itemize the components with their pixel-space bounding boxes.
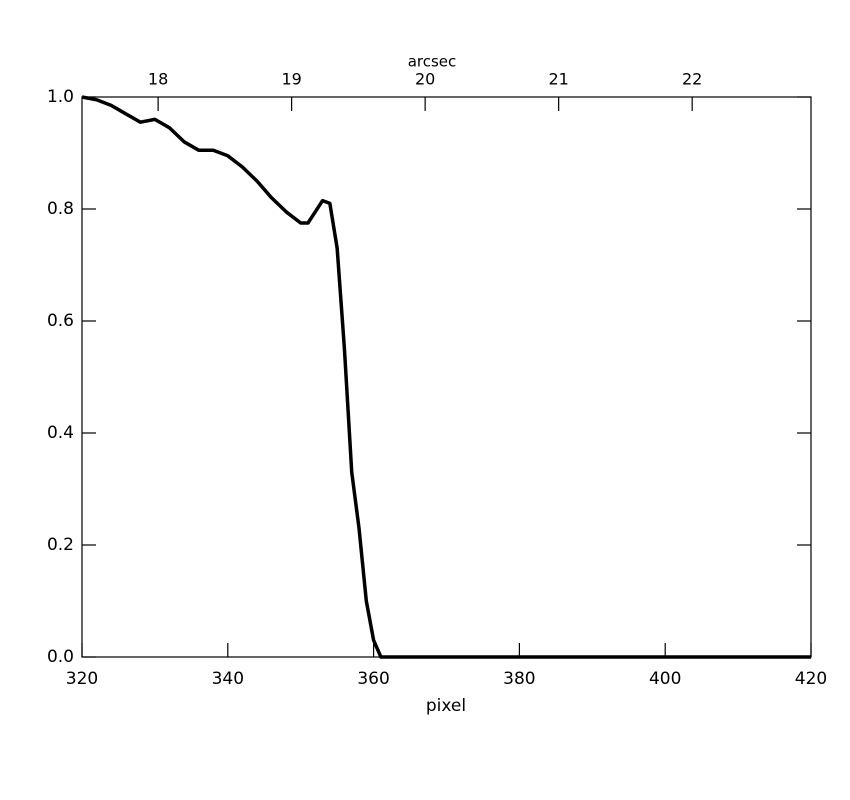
x-tick-label: 360 xyxy=(357,669,389,689)
x-tick-label: 320 xyxy=(66,669,98,689)
x2-tick-label: 21 xyxy=(548,70,568,89)
x2-tick-label: 22 xyxy=(682,70,702,89)
y-tick-label: 0.2 xyxy=(47,535,74,555)
x2-tick-label: 19 xyxy=(281,70,301,89)
x-axis-label: pixel xyxy=(426,696,466,716)
data-line xyxy=(81,95,811,659)
plot-frame xyxy=(81,96,812,658)
y-tick-label: 0.4 xyxy=(47,423,74,443)
y-tick-label: 1.0 xyxy=(47,87,74,107)
x-tick-label: 340 xyxy=(212,669,244,689)
x-tick-label: 380 xyxy=(503,669,535,689)
y-tick-label: 0.0 xyxy=(47,647,74,667)
x-tick-label: 420 xyxy=(795,669,827,689)
x-tick-label: 400 xyxy=(649,669,681,689)
x2-tick-label: 18 xyxy=(148,70,168,89)
y-tick-label: 0.6 xyxy=(47,311,74,331)
x2-tick-label: 20 xyxy=(415,70,435,89)
x2-axis-label: arcsec xyxy=(408,53,457,71)
y-tick-label: 0.8 xyxy=(47,199,74,219)
